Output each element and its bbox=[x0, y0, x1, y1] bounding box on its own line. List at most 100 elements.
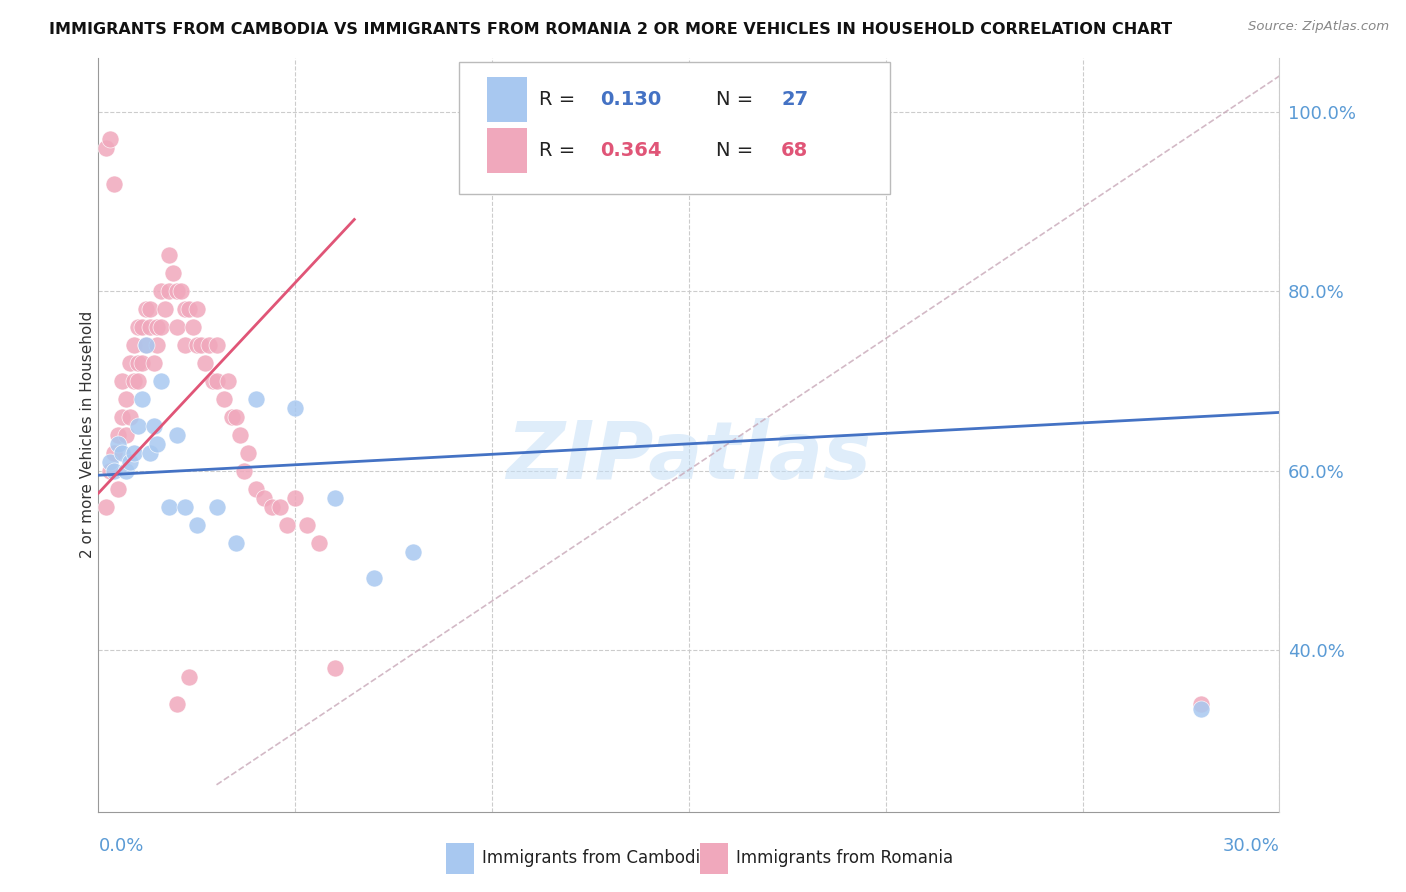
Point bbox=[118, 455, 141, 469]
Point bbox=[276, 517, 298, 532]
Point bbox=[157, 500, 180, 514]
Point bbox=[201, 374, 224, 388]
Point bbox=[205, 500, 228, 514]
Point bbox=[197, 338, 219, 352]
Point bbox=[157, 248, 180, 262]
Point bbox=[217, 374, 239, 388]
Point bbox=[186, 302, 208, 317]
Point bbox=[146, 437, 169, 451]
Point bbox=[170, 285, 193, 299]
Point bbox=[194, 356, 217, 370]
FancyBboxPatch shape bbox=[700, 843, 728, 874]
Point bbox=[245, 392, 267, 406]
Point bbox=[229, 427, 252, 442]
Text: 27: 27 bbox=[782, 90, 808, 109]
Point bbox=[166, 285, 188, 299]
FancyBboxPatch shape bbox=[486, 128, 527, 173]
Point bbox=[138, 320, 160, 334]
Point bbox=[96, 141, 118, 155]
Point bbox=[127, 418, 149, 433]
Point bbox=[131, 356, 153, 370]
FancyBboxPatch shape bbox=[486, 78, 527, 121]
Point bbox=[135, 338, 157, 352]
Point bbox=[260, 500, 283, 514]
Point bbox=[103, 177, 125, 191]
Point bbox=[127, 320, 149, 334]
Point bbox=[103, 446, 125, 460]
Text: 30.0%: 30.0% bbox=[1223, 837, 1279, 855]
Point bbox=[177, 302, 200, 317]
Point bbox=[363, 571, 385, 585]
Y-axis label: 2 or more Vehicles in Household: 2 or more Vehicles in Household bbox=[80, 311, 94, 558]
Point bbox=[107, 427, 129, 442]
Point bbox=[146, 338, 169, 352]
Point bbox=[150, 374, 173, 388]
Point bbox=[174, 500, 197, 514]
Point bbox=[1189, 697, 1212, 711]
Point bbox=[135, 338, 157, 352]
Point bbox=[118, 356, 141, 370]
Text: 0.364: 0.364 bbox=[600, 141, 662, 161]
Point bbox=[174, 302, 197, 317]
Point bbox=[131, 320, 153, 334]
Point bbox=[190, 338, 212, 352]
Point bbox=[127, 356, 149, 370]
Text: R =: R = bbox=[538, 90, 582, 109]
Point bbox=[111, 409, 134, 424]
Text: R =: R = bbox=[538, 141, 582, 161]
Point bbox=[122, 374, 145, 388]
Point bbox=[111, 374, 134, 388]
Point bbox=[118, 409, 141, 424]
Point bbox=[269, 500, 291, 514]
Point bbox=[186, 338, 208, 352]
Text: ZIPatlas: ZIPatlas bbox=[506, 418, 872, 497]
Point bbox=[756, 104, 779, 119]
Text: 68: 68 bbox=[782, 141, 808, 161]
Point bbox=[177, 670, 200, 684]
Text: 0.0%: 0.0% bbox=[98, 837, 143, 855]
Point bbox=[245, 482, 267, 496]
Point bbox=[135, 302, 157, 317]
Point bbox=[284, 491, 307, 505]
Point bbox=[138, 302, 160, 317]
Point bbox=[233, 464, 256, 478]
Point bbox=[402, 544, 425, 558]
FancyBboxPatch shape bbox=[446, 843, 474, 874]
Point bbox=[111, 446, 134, 460]
Point bbox=[284, 401, 307, 415]
Point bbox=[174, 338, 197, 352]
Text: Immigrants from Cambodia: Immigrants from Cambodia bbox=[482, 849, 710, 867]
Point bbox=[115, 392, 138, 406]
Point bbox=[122, 446, 145, 460]
Point bbox=[162, 266, 184, 280]
Point bbox=[221, 409, 243, 424]
Point bbox=[166, 320, 188, 334]
Point bbox=[150, 285, 173, 299]
Point bbox=[155, 302, 177, 317]
Point bbox=[166, 697, 188, 711]
Point bbox=[115, 464, 138, 478]
Point bbox=[157, 285, 180, 299]
Point bbox=[181, 320, 204, 334]
Point bbox=[205, 374, 228, 388]
Point bbox=[323, 491, 346, 505]
Point bbox=[142, 418, 165, 433]
Text: N =: N = bbox=[716, 141, 759, 161]
Point bbox=[1189, 701, 1212, 715]
Point bbox=[138, 446, 160, 460]
Point bbox=[146, 320, 169, 334]
FancyBboxPatch shape bbox=[458, 62, 890, 194]
Text: N =: N = bbox=[716, 90, 759, 109]
Text: Source: ZipAtlas.com: Source: ZipAtlas.com bbox=[1249, 20, 1389, 33]
Point bbox=[214, 392, 236, 406]
Point bbox=[107, 482, 129, 496]
Point bbox=[96, 500, 118, 514]
Point bbox=[225, 535, 247, 549]
Point bbox=[142, 356, 165, 370]
Point bbox=[308, 535, 330, 549]
Point bbox=[236, 446, 259, 460]
Point bbox=[186, 517, 208, 532]
Point bbox=[295, 517, 318, 532]
Point bbox=[98, 464, 121, 478]
Point bbox=[225, 409, 247, 424]
